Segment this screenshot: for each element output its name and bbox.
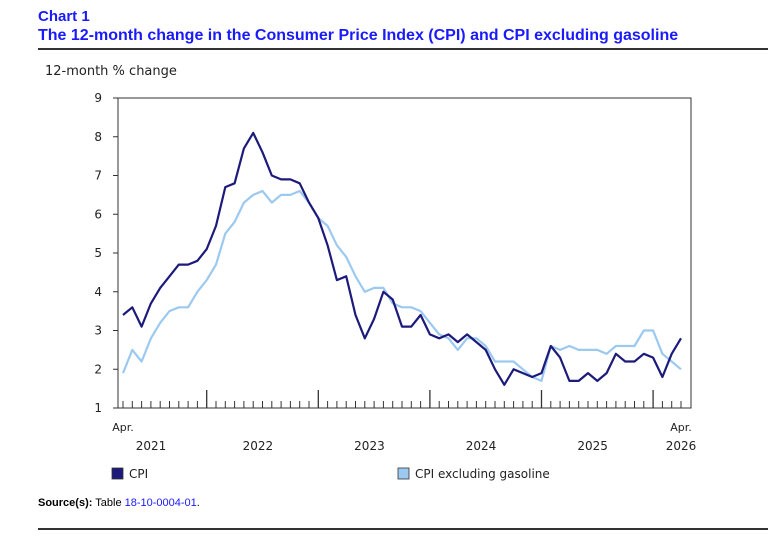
source-note: Source(s): Table 18-10-0004-01. bbox=[38, 497, 200, 509]
y-tick-label: 9 bbox=[94, 91, 102, 105]
x-year-label: 2023 bbox=[354, 439, 385, 453]
series-line-cpi bbox=[122, 131, 682, 386]
y-tick-label: 7 bbox=[94, 169, 102, 183]
series-lines bbox=[121, 131, 682, 386]
source-table-link[interactable]: 18-10-0004-01 bbox=[124, 497, 197, 509]
chart-number: Chart 1 bbox=[38, 8, 90, 25]
x-end-label: Apr. bbox=[670, 421, 692, 434]
source-end: . bbox=[196, 497, 200, 509]
bottom-rule bbox=[38, 528, 768, 530]
y-tick-label: 8 bbox=[94, 130, 102, 144]
y-tick-label: 6 bbox=[94, 207, 102, 221]
x-year-label: 2022 bbox=[243, 439, 274, 453]
legend-label: CPI excluding gasoline bbox=[415, 467, 550, 481]
y-axis: 1 2 3 4 5 6 7 8 9 bbox=[94, 91, 118, 415]
legend-swatch bbox=[111, 467, 124, 480]
chart-title: The 12-month change in the Consumer Pric… bbox=[38, 27, 679, 44]
x-year-label: 2026 bbox=[666, 439, 697, 453]
x-year-label: 2024 bbox=[466, 439, 497, 453]
x-axis: Apr. Apr.2021 2022 2023 2024 2025 2026 bbox=[112, 390, 696, 453]
y-axis-label: 12-month % change bbox=[45, 64, 177, 79]
y-tick-label: 1 bbox=[94, 401, 102, 415]
legend: CPI CPI excluding gasoline bbox=[111, 467, 550, 481]
legend-label: CPI bbox=[129, 467, 148, 481]
y-tick-label: 5 bbox=[94, 246, 102, 260]
y-tick-label: 4 bbox=[94, 285, 102, 299]
top-rule bbox=[38, 48, 768, 50]
series-line-cpi-ex-gasoline bbox=[121, 189, 682, 382]
y-tick-label: 2 bbox=[94, 362, 102, 376]
source-text: Table bbox=[95, 497, 122, 509]
plot-frame bbox=[117, 97, 692, 409]
source-label: Source(s): bbox=[38, 497, 93, 509]
x-year-label: 2025 bbox=[577, 439, 608, 453]
y-tick-label: 3 bbox=[94, 324, 102, 338]
x-start-label: Apr. bbox=[112, 421, 134, 434]
legend-swatch bbox=[397, 467, 410, 480]
x-year-label: 2021 bbox=[136, 439, 167, 453]
